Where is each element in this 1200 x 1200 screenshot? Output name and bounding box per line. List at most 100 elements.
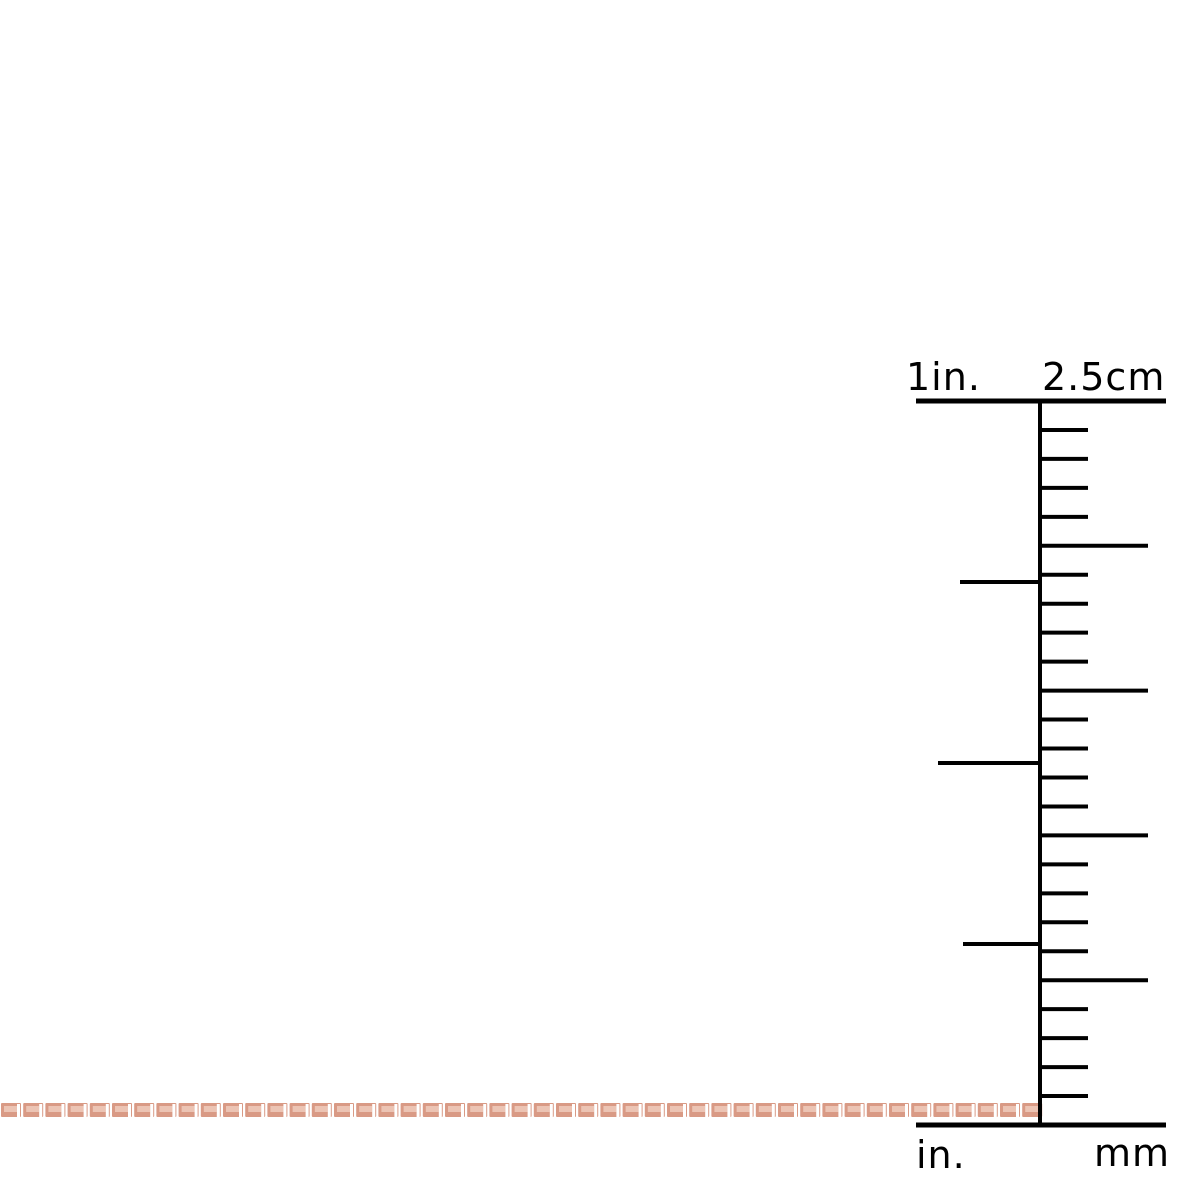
chain-link-highlight: [847, 1106, 861, 1112]
chain-link-highlight: [758, 1106, 772, 1112]
chain-link-gap: [594, 1104, 598, 1118]
chain-link-highlight: [359, 1106, 373, 1112]
chain-link-gap: [549, 1104, 553, 1118]
cm-label-top: 2.5cm: [1042, 355, 1166, 399]
chain-link-highlight: [26, 1106, 40, 1112]
chain-link-highlight: [48, 1106, 62, 1112]
chain-link-gap: [461, 1104, 464, 1118]
chain-link-gap: [350, 1104, 353, 1118]
chain-link-gap: [527, 1104, 531, 1118]
chain-link-highlight: [270, 1106, 284, 1112]
chain-link-highlight: [381, 1106, 395, 1112]
chain-link-highlight: [670, 1106, 683, 1112]
chain-link-gap: [416, 1104, 420, 1118]
chain-link-highlight: [736, 1106, 750, 1112]
chain-link-highlight: [203, 1106, 217, 1112]
chain-link-highlight: [869, 1106, 883, 1112]
chain-link-highlight: [226, 1106, 239, 1112]
chain-link-gap: [17, 1104, 20, 1118]
chain-link-gap: [638, 1104, 642, 1118]
chain-link-highlight: [292, 1106, 306, 1112]
chain-link-highlight: [803, 1106, 817, 1112]
chain-link-gap: [61, 1104, 65, 1118]
chain-link-highlight: [4, 1106, 17, 1112]
chain-link-gap: [572, 1104, 575, 1118]
chain-link-gap: [505, 1104, 509, 1118]
chain-link-highlight: [692, 1106, 706, 1112]
chain-link-highlight: [625, 1106, 639, 1112]
chain-link-gap: [172, 1104, 176, 1118]
chain-link-highlight: [314, 1106, 328, 1112]
chain-link-gap: [83, 1104, 87, 1118]
chain-link-gap: [971, 1104, 975, 1118]
chain-link-highlight: [825, 1106, 839, 1112]
chain-link-highlight: [425, 1106, 439, 1112]
chain-link-highlight: [559, 1106, 572, 1112]
chain-link-gap: [327, 1104, 331, 1118]
chain-link-highlight: [914, 1106, 928, 1112]
chain-link-gap: [927, 1104, 931, 1118]
chain-link-gap: [771, 1104, 775, 1118]
chain-link-gap: [616, 1104, 620, 1118]
chain-link-highlight: [248, 1106, 262, 1112]
chain-link-highlight: [647, 1106, 661, 1112]
chain-link-gap: [394, 1104, 398, 1118]
chain-link-gap: [683, 1104, 686, 1118]
chain-link-highlight: [980, 1106, 994, 1112]
chain-link-gap: [128, 1104, 131, 1118]
chain-link-gap: [216, 1104, 220, 1118]
chain-link-highlight: [92, 1106, 106, 1112]
chain-link-highlight: [115, 1106, 128, 1112]
chain-link-highlight: [958, 1106, 972, 1112]
chain-link-highlight: [536, 1106, 550, 1112]
chain-link-gap: [150, 1104, 154, 1118]
chain-link-highlight: [1003, 1106, 1016, 1112]
mm-label-bottom: mm: [1094, 1131, 1171, 1175]
chain: [1, 1103, 1043, 1118]
chain-link-gap: [239, 1104, 242, 1118]
chain-link-gap: [905, 1104, 908, 1118]
chain-link-gap: [39, 1104, 43, 1118]
chain-link-highlight: [70, 1106, 84, 1112]
chain-link-gap: [261, 1104, 265, 1118]
chain-link-highlight: [936, 1106, 950, 1112]
chain-link-gap: [749, 1104, 753, 1118]
inch-label-top: 1in.: [906, 355, 981, 399]
chain-link-highlight: [514, 1106, 528, 1112]
chain-link-highlight: [714, 1106, 728, 1112]
chain-link-gap: [483, 1104, 487, 1118]
chain-link-gap: [305, 1104, 309, 1118]
chain-link-gap: [794, 1104, 797, 1118]
chain-link-highlight: [181, 1106, 195, 1112]
chain-link-highlight: [581, 1106, 595, 1112]
chain-link-highlight: [492, 1106, 506, 1112]
chain-link-gap: [194, 1104, 198, 1118]
chain-link-gap: [372, 1104, 376, 1118]
chain-link-gap: [438, 1104, 442, 1118]
chain-link-highlight: [137, 1106, 151, 1112]
ruler: [916, 398, 1166, 1128]
chain-link-gap: [705, 1104, 709, 1118]
chain-link-gap: [949, 1104, 953, 1118]
chain-link-gap: [105, 1104, 109, 1118]
chain-link-highlight: [603, 1106, 617, 1112]
chain-link-highlight: [337, 1106, 350, 1112]
chain-link-gap: [860, 1104, 864, 1118]
inch-label-bottom: in.: [916, 1133, 966, 1177]
chain-link-highlight: [1025, 1106, 1039, 1112]
chain-link-gap: [838, 1104, 842, 1118]
chain-link-gap: [993, 1104, 997, 1118]
chain-link-gap: [660, 1104, 664, 1118]
chain-link-highlight: [892, 1106, 905, 1112]
chain-link-highlight: [159, 1106, 173, 1112]
chain-link-gap: [882, 1104, 886, 1118]
chain-link-gap: [816, 1104, 820, 1118]
chain-link-gap: [727, 1104, 731, 1118]
chain-link-highlight: [470, 1106, 484, 1112]
chain-link-highlight: [448, 1106, 461, 1112]
chain-link-highlight: [781, 1106, 794, 1112]
chain-link-gap: [1016, 1104, 1019, 1118]
chain-link-gap: [283, 1104, 287, 1118]
